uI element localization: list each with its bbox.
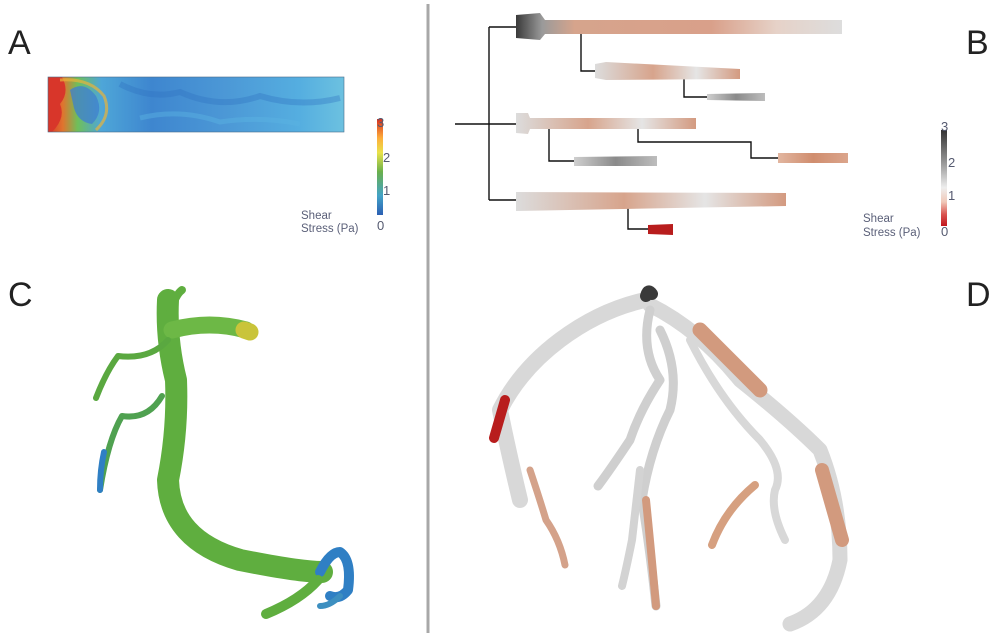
segment-root-2 (516, 113, 696, 134)
colorbar-a-title-line1: Shear (301, 210, 332, 222)
colorbar-b-title-line2: Stress (Pa) (863, 227, 921, 239)
vessel-d-left-lower (530, 470, 565, 565)
colorbar-b-tick-3: 3 (941, 119, 948, 134)
segment-branch-1 (595, 62, 740, 80)
colorbar-b-title-line1: Shear (863, 213, 894, 225)
vessel-c-main (168, 300, 322, 572)
vessel-d-right-copper-2 (822, 470, 842, 540)
colorbar-b: 3 2 1 0 Shear Stress (Pa) (863, 119, 955, 239)
panel-label-c: C (8, 276, 33, 314)
vessel-d-center-down (622, 470, 640, 586)
segment-root-3 (516, 192, 786, 211)
vessel-d-left-main (500, 300, 645, 500)
panel-b-vessel-tree (455, 13, 848, 235)
colorbar-b-tick-2: 2 (948, 155, 955, 170)
colorbar-a-title-line2: Stress (Pa) (301, 223, 359, 235)
vessel-d-middle-copper (712, 485, 755, 545)
segment-root-main (516, 13, 842, 40)
panel-a-shear-map (48, 77, 344, 132)
colorbar-b-gradient (941, 130, 947, 226)
vessel-c-left-branch (96, 340, 168, 398)
colorbar-a-tick-3: 3 (377, 115, 384, 130)
vessel-d-center-copper (646, 500, 656, 606)
colorbar-a-tick-1: 1 (383, 183, 390, 198)
colorbar-a-gradient (377, 119, 383, 215)
vessel-d-right-main (650, 305, 840, 624)
colorbar-b-tick-0: 0 (941, 224, 948, 239)
colorbar-a-tick-2: 2 (383, 150, 390, 165)
segment-branch-2a (574, 156, 657, 166)
panel-c-vessel-model (96, 290, 349, 614)
vessel-c-branch-tip (244, 330, 250, 332)
colorbar-b-tick-1: 1 (948, 188, 955, 203)
vessel-d-ostium (646, 291, 652, 296)
vessel-c-left-branch-2 (100, 396, 162, 490)
vessel-c-upper-branch (172, 325, 246, 330)
segment-branch-2b (778, 153, 848, 163)
panel-label-b: B (966, 24, 989, 62)
tree-segments (516, 13, 848, 235)
colorbar-a-tick-0: 0 (377, 218, 384, 233)
panel-label-d: D (966, 276, 991, 314)
panel-label-a: A (8, 24, 31, 62)
panel-d-vessel-model (494, 291, 842, 624)
segment-branch-1a (707, 93, 765, 101)
vessel-c-lower-branch (266, 580, 318, 614)
colorbar-a: 3 2 1 0 Shear Stress (Pa) (301, 115, 390, 235)
segment-branch-3a (648, 224, 673, 235)
